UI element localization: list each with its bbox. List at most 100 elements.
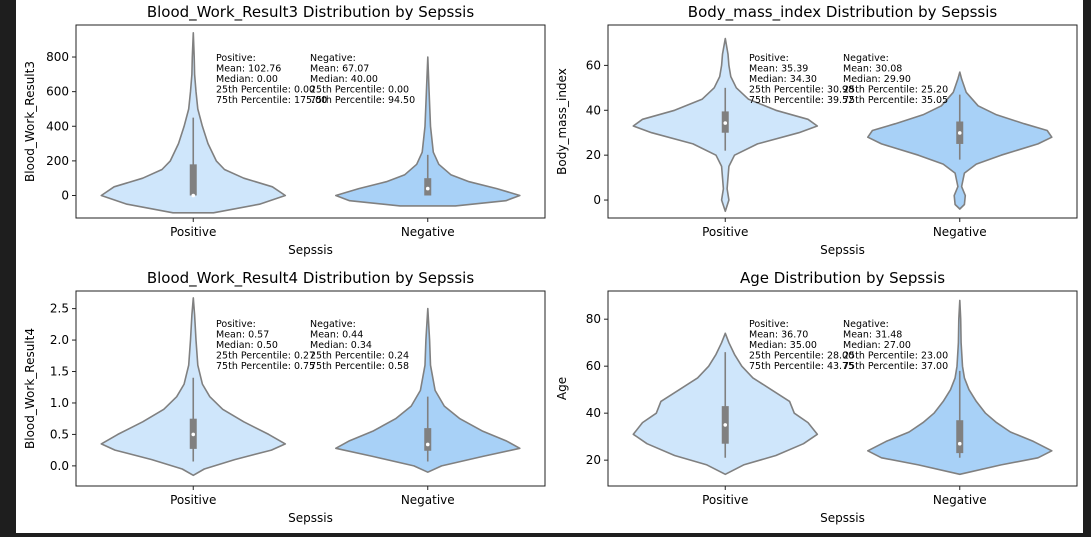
violin-figure: Blood_Work_Result3 Distribution by Sepss… — [23, 3, 1078, 525]
stat-annotation-positive: Median: 0.00 — [216, 74, 278, 85]
stat-annotation-negative: 25th Percentile: 0.00 — [310, 85, 409, 96]
subplot-title: Body_mass_index Distribution by Sepssis — [688, 3, 998, 22]
x-axis-label: Sepssis — [820, 511, 865, 525]
y-axis-label: Age — [555, 377, 569, 400]
y-axis-label: Blood_Work_Result3 — [23, 61, 37, 182]
y-axis-label: Blood_Work_Result4 — [23, 328, 37, 449]
y-tick-label: 2.5 — [50, 302, 69, 316]
stat-annotation-positive: Positive: — [749, 319, 789, 330]
stat-annotation-negative: Median: 29.90 — [843, 74, 911, 85]
axes-frame — [607, 290, 1078, 487]
subplot-4: Age Distribution by Sepssis 20 40 60 80 Posit… — [555, 269, 1078, 525]
iqr-box-positive — [189, 164, 197, 196]
x-tick-label: Positive — [170, 225, 216, 239]
stat-annotation-negative: Median: 27.00 — [843, 340, 911, 351]
violin-negative — [335, 307, 521, 473]
stat-annotation-negative: Mean: 30.08 — [843, 64, 902, 75]
x-axis-label: Sepssis — [820, 243, 865, 257]
y-tick-label: 800 — [46, 50, 69, 64]
stat-annotation-negative: 25th Percentile: 25.20 — [843, 85, 948, 96]
stat-annotation-positive: 25th Percentile: 0.27 — [216, 351, 315, 362]
y-tick-label: 20 — [586, 148, 601, 162]
y-tick-label: 0.5 — [50, 427, 69, 441]
y-axis-label: Body_mass_index — [555, 68, 569, 175]
figure-canvas: Blood_Work_Result3 Distribution by Sepss… — [16, 0, 1083, 533]
stat-annotation-positive: Mean: 0.57 — [216, 330, 269, 341]
stat-annotation-positive: 75th Percentile: 43.75 — [749, 361, 854, 372]
axes-frame — [75, 24, 546, 219]
stat-annotation-positive: Median: 34.30 — [749, 74, 817, 85]
median-dot-positive — [723, 121, 728, 125]
stat-annotation-positive: 25th Percentile: 28.00 — [749, 351, 854, 362]
y-tick-label: 40 — [586, 103, 601, 117]
stat-annotation-negative: 75th Percentile: 35.05 — [843, 95, 948, 106]
y-tick-label: 0.0 — [50, 459, 69, 473]
stat-annotation-positive: 75th Percentile: 175.00 — [216, 95, 327, 106]
subplot-2: Body_mass_index Distribution by Sepssis 0… — [555, 3, 1078, 257]
median-dot-positive — [191, 432, 196, 437]
stat-annotation-positive: Median: 0.50 — [216, 340, 278, 351]
y-tick-label: 1.0 — [50, 396, 69, 410]
y-tick-label: 40 — [586, 406, 601, 420]
stat-annotation-positive: 75th Percentile: 0.75 — [216, 361, 315, 372]
y-tick-label: 60 — [586, 359, 601, 373]
y-tick-label: 600 — [46, 85, 69, 99]
stat-annotation-negative: 75th Percentile: 94.50 — [310, 95, 415, 106]
stat-annotation-positive: Mean: 102.76 — [216, 64, 281, 75]
x-tick-label: Negative — [401, 225, 455, 239]
stat-annotation-positive: Positive: — [216, 319, 256, 330]
axes-frame — [75, 290, 546, 487]
stat-annotation-positive: 25th Percentile: 30.98 — [749, 85, 854, 96]
iqr-box-negative — [956, 420, 964, 454]
stat-annotation-negative: Median: 0.34 — [310, 340, 372, 351]
stat-annotation-positive: 75th Percentile: 39.52 — [749, 95, 854, 106]
stat-annotation-negative: Mean: 67.07 — [310, 64, 369, 75]
stat-annotation-negative: Negative: — [843, 53, 889, 64]
median-dot-negative — [425, 186, 430, 191]
y-tick-label: 0 — [61, 188, 69, 202]
stat-annotation-negative: 25th Percentile: 23.00 — [843, 351, 948, 362]
stat-annotation-negative: Negative: — [310, 319, 356, 330]
violin-negative — [335, 56, 521, 207]
x-tick-label: Positive — [702, 225, 748, 239]
y-tick-label: 0 — [593, 193, 601, 207]
stat-annotation-negative: 75th Percentile: 37.00 — [843, 361, 948, 372]
y-tick-label: 400 — [46, 119, 69, 133]
x-tick-label: Negative — [933, 225, 987, 239]
y-tick-label: 60 — [586, 58, 601, 72]
y-tick-label: 80 — [586, 312, 601, 326]
x-axis-label: Sepssis — [288, 511, 333, 525]
stat-annotation-positive: Positive: — [749, 53, 789, 64]
median-dot-positive — [191, 193, 196, 198]
axes-frame — [607, 24, 1078, 219]
subplot-title: Age Distribution by Sepssis — [740, 269, 945, 287]
stat-annotation-negative: Mean: 31.48 — [843, 330, 902, 341]
y-tick-label: 1.5 — [50, 365, 69, 379]
stat-annotation-negative: 75th Percentile: 0.58 — [310, 361, 409, 372]
stat-annotation-positive: 25th Percentile: 0.00 — [216, 85, 315, 96]
median-dot-negative — [957, 441, 962, 446]
subplot-title: Blood_Work_Result3 Distribution by Sepss… — [147, 3, 474, 22]
x-tick-label: Negative — [401, 493, 455, 507]
x-axis-label: Sepssis — [288, 243, 333, 257]
stat-annotation-negative: Negative: — [843, 319, 889, 330]
y-tick-label: 200 — [46, 154, 69, 168]
x-tick-label: Positive — [170, 493, 216, 507]
stat-annotation-negative: Median: 40.00 — [310, 74, 378, 85]
subplot-title: Blood_Work_Result4 Distribution by Sepss… — [147, 269, 474, 288]
y-tick-label: 2.0 — [50, 333, 69, 347]
iqr-box-negative — [424, 428, 432, 451]
x-tick-label: Negative — [933, 493, 987, 507]
median-dot-negative — [425, 442, 430, 447]
median-dot-negative — [957, 131, 962, 135]
x-tick-label: Positive — [702, 493, 748, 507]
stat-annotation-positive: Mean: 35.39 — [749, 64, 808, 75]
subplot-3: Blood_Work_Result4 Distribution by Sepss… — [23, 269, 546, 525]
median-dot-positive — [723, 423, 728, 427]
stat-annotation-negative: 25th Percentile: 0.24 — [310, 351, 409, 362]
stat-annotation-positive: Positive: — [216, 53, 256, 64]
stat-annotation-positive: Median: 35.00 — [749, 340, 817, 351]
subplot-1: Blood_Work_Result3 Distribution by Sepss… — [23, 3, 546, 257]
stat-annotation-negative: Negative: — [310, 53, 356, 64]
stat-annotation-negative: Mean: 0.44 — [310, 330, 363, 341]
